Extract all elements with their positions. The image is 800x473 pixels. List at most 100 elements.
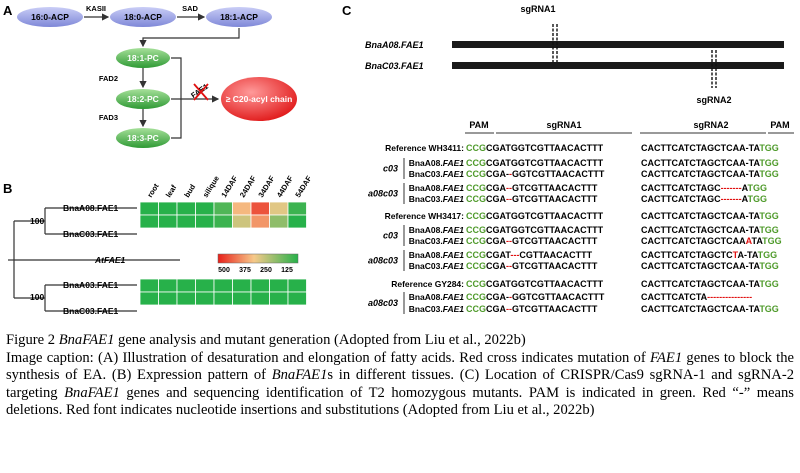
tissue-label: 34DAF [256,174,276,199]
color-scale-label: 250 [260,267,272,274]
alignment-row: BnaC03.FAE1 CCGCGA--GTCGTTAACACTTT CACTTCA… [409,304,779,314]
row-name: BnaC03.FAE1 [409,261,465,271]
heatmap-cell [213,201,233,216]
sgrna2-sequence: CACTTCATCTAGC-------ATGG [641,183,767,193]
heatmap-cell [158,214,178,229]
sgrna1-sequence: CCGCGATGGTCGTTAACACTTT [466,143,604,153]
heatmap-cell [158,201,178,216]
group-label: a08c03 [368,298,398,308]
sgrna2-sequence: CACTTCATCTAGCTCAA-TATGG [641,143,779,153]
row-name: BnaC03.FAE1 [409,304,465,314]
gene-track-label-c03: BnaC03.FAE1 [365,61,424,71]
acp-18-1: 18:1-ACP [206,7,272,27]
heatmap-bottom [139,278,307,306]
row-name: BnaC03.FAE1 [409,169,465,179]
heatmap-cell [250,291,270,306]
tissue-labels: root leaf bud silique14DAF24DAF34DAF44DAF54… [145,174,313,199]
alignment-row: BnaA08.FAE1 CCGCGATGGTCGTTAACACTTT CACTTCA… [383,225,779,246]
sgrna2-sequence: CACTTCATCTAGCTCAA-TATGG [641,261,779,271]
sgrna2-sequence: CACTTCATCTAGCTCTA-TATGG [641,250,777,260]
heatmap-cell [213,278,233,293]
alignment-row: Reference WH3411: CCGCGATGGTCGTTAACACTTT C… [385,143,779,153]
sgrna1-sequence: CCGCGATGGTCGTTAACACTTT [466,279,604,289]
heatmap-cell [287,278,307,293]
color-scale-label: 375 [239,267,251,274]
sgrna1-sequence: CCGCGAT---CGTTAACACTTT [466,250,593,260]
svg-text:18:2-PC: 18:2-PC [127,94,159,104]
figure-caption: Figure 2 BnaFAE1 gene analysis and mutan… [6,332,794,420]
sgrna1-label: sgRNA1 [520,4,555,14]
heatmap-cell [195,214,215,229]
enzyme-sad: SAD [182,4,198,13]
panel-b: B root leaf bud silique14DAF24DAF34DAF44DAF… [3,174,314,316]
header-pam-1: PAM [469,120,488,130]
sgrna1-sequence: CCGCGA--GGTCGTTAACACTTT [466,292,605,302]
heatmap-cell [195,291,215,306]
heatmap-cell [139,214,159,229]
tissue-label: 44DAF [275,174,295,199]
heatmap-cell [250,214,270,229]
alignment-row: BnaC03.FAE1 CCGCGA--GGTCGTTAACACTTT CACTTC… [409,169,779,179]
heatmap-cell [139,291,159,306]
svg-text:16:0-ACP: 16:0-ACP [31,12,69,22]
heatmap-cell [195,201,215,216]
sgrna2-sequence: CACTTCATCTAGCTCAA-TATGG [641,225,779,235]
tissue-label: leaf [164,183,179,199]
tissue-label: root [145,182,161,200]
sgrna1-sequence: CCGCGA--GTCGTTAACACTTT [466,304,598,314]
panel-c: C sgRNA1 sgRNA2 BnaA08.FAE1 BnaC03.FAE1 … [342,3,794,314]
gene-track-c03 [452,62,784,69]
gene-label-a08: BnaA08.FAE1 [63,203,119,213]
heatmap-cell [287,291,307,306]
heatmap-cell [269,214,289,229]
sgrna1-sequence: CCGCGA--GTCGTTAACACTTT [466,183,598,193]
alignment-row: BnaA08.FAE1 CCGCGA--GTCGTTAACACTTT CACTTCA… [368,183,767,204]
heatmap-cell [176,278,196,293]
bootstrap-2: 100 [30,292,44,302]
heatmap-cell [139,278,159,293]
header-sgrna2: sgRNA2 [693,120,728,130]
heatmap-cell [176,201,196,216]
heatmap-cell [213,291,233,306]
sgrna1-sequence: CCGCGATGGTCGTTAACACTTT [466,211,604,221]
caption-body: Image caption: (A) Illustration of desat… [6,349,794,419]
sgrna1-sequence: CCGCGA--GTCGTTAACACTTT [466,194,598,204]
row-name: BnaA08.FAE1 [409,250,465,260]
heatmap-cell [158,291,178,306]
heatmap-cell [269,201,289,216]
svg-text:≥ C20-acyl chain: ≥ C20-acyl chain [226,94,293,104]
heatmap-cell [176,214,196,229]
color-scale-labels: 500 375 250 125 [218,267,293,274]
row-name: Reference WH3411: [385,143,464,153]
heatmap-cell [250,278,270,293]
enzyme-fad2: FAD2 [99,74,118,83]
svg-text:18:1-PC: 18:1-PC [127,53,159,63]
sgrna1-sequence: CCGCGA--GTCGTTAACACTTT [466,261,598,271]
alignment-row: BnaC03.FAE1 CCGCGA--GTCGTTAACACTTT CACTTCA… [409,236,782,246]
panel-a-label: A [3,3,13,18]
row-name: BnaC03.FAE1 [409,194,465,204]
heatmap-cell [232,201,252,216]
heatmap-cell [139,201,159,216]
tissue-label: 54DAF [293,174,313,199]
gene-label-c03: BnaC03.FAE1 [63,229,119,239]
bootstrap-1: 100 [30,216,44,226]
gene-track-label-a08: BnaA08.FAE1 [365,40,424,50]
sgrna2-label: sgRNA2 [696,95,731,105]
tissue-label: 14DAF [219,174,239,199]
pc-18-2: 18:2-PC [116,89,170,109]
sgrna2-marker [711,50,717,88]
panel-a: A 16:0-ACP 18:0-ACP 18:1-ACP KASII SAD 1… [3,3,297,148]
pc-18-3: 18:3-PC [116,128,170,148]
group-label: c03 [383,231,398,241]
sgrna2-sequence: CACTTCATCTA--------------- [641,292,752,302]
heatmap-cell [176,291,196,306]
color-scale-bar [217,253,299,264]
heatmap-cell [250,201,270,216]
caption-title: Figure 2 BnaFAE1 gene analysis and mutan… [6,332,526,348]
heatmap-cell [195,278,215,293]
alignment-row: BnaC03.FAE1 CCGCGA--GTCGTTAACACTTT CACTTCA… [409,194,767,204]
heatmap-cell [213,214,233,229]
sgrna2-sequence: CACTTCATCTAGCTCAAATATGG [641,236,782,246]
gene-label-a03: BnaA03.FAE1 [63,280,119,290]
